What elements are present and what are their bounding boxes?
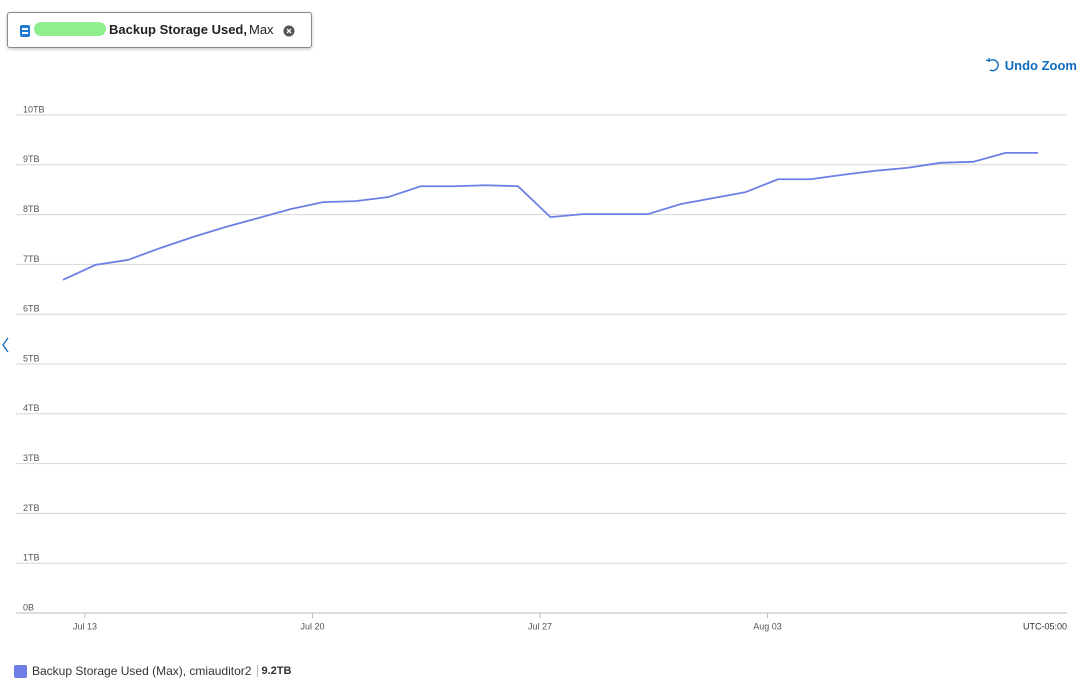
x-tick-label: Aug 03 [753, 621, 782, 631]
close-button[interactable] [283, 25, 295, 37]
y-tick-label: 9TB [23, 154, 40, 164]
y-tick-label: 6TB [23, 304, 40, 314]
metric-name: Backup Storage Used, [109, 22, 247, 37]
y-tick-label: 10TB [23, 104, 45, 114]
y-tick-label: 3TB [23, 453, 40, 463]
series-line [62, 151, 1038, 281]
undo-zoom[interactable]: Undo Zoom [985, 57, 1077, 73]
timezone: UTC-05:00 [1023, 621, 1067, 631]
y-tick-label: 7TB [23, 254, 40, 264]
y-tick-label: 8TB [23, 204, 40, 214]
metric-pill[interactable]: Backup Storage Used, Max [7, 12, 312, 48]
aggregation: Max [249, 22, 274, 37]
legend-swatch [14, 664, 27, 678]
x-tick-label: Jul 13 [73, 621, 97, 631]
y-tick-label: 4TB [23, 403, 40, 413]
undo-icon [985, 58, 999, 72]
legend: Backup Storage Used (Max), cmiauditor2 9… [14, 664, 291, 678]
y-tick-label: 2TB [23, 503, 40, 513]
x-tick-label: Jul 27 [528, 621, 552, 631]
y-tick-label: 0B [23, 602, 34, 612]
legend-value: 9.2TB [257, 665, 291, 677]
legend-label: Backup Storage Used (Max), cmiauditor2 [32, 664, 252, 678]
undo-zoom-label: Undo Zoom [1004, 58, 1077, 73]
chart: UTC-05:00 0B 1TB 2TB 3TB 4TB 5TB 6TB 7TB 8TB 9TB 1… [2, 104, 1067, 631]
y-tick-label: 5TB [23, 353, 40, 363]
pan-left[interactable] [2, 337, 9, 353]
x-tick-label: Jul 20 [300, 621, 324, 631]
redacted-name [34, 22, 106, 36]
resource-icon [20, 25, 30, 37]
y-tick-label: 1TB [23, 553, 40, 563]
